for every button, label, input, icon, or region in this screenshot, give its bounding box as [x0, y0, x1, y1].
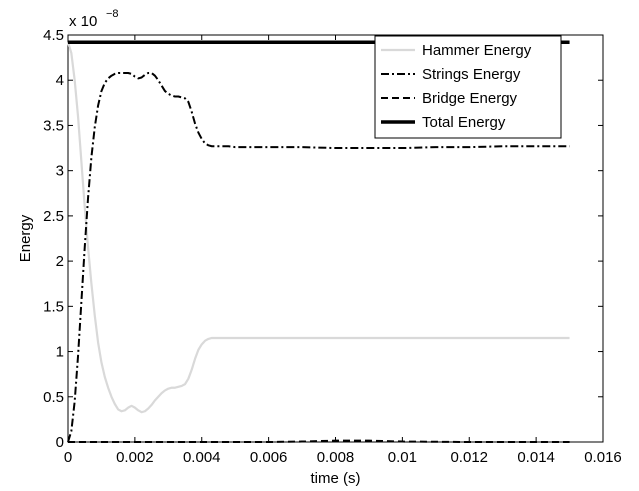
x-tick-label: 0.002	[116, 449, 154, 466]
legend-label: Bridge Energy	[422, 90, 518, 107]
legend-entry: Total Energy	[381, 114, 506, 131]
y-tick-label: 0.5	[43, 389, 64, 406]
y-tick-label: 2	[56, 253, 64, 270]
legend-entry: Hammer Energy	[381, 42, 532, 59]
legend-entry: Strings Energy	[381, 66, 521, 83]
x-tick-label: 0.004	[183, 449, 221, 466]
y-tick-label: 4	[56, 72, 64, 89]
y-tick-label: 3	[56, 163, 64, 180]
y-tick-label: 2.5	[43, 208, 64, 225]
y-axis-label: Energy	[17, 214, 34, 262]
series-line-bridge-energy	[68, 439, 570, 443]
x-tick-label: 0.006	[250, 449, 288, 466]
y-tick-label: 1	[56, 344, 64, 361]
y-exponent-label: x 10 −8	[69, 8, 119, 30]
y-tick-label: 4.5	[43, 27, 64, 44]
x-tick-label: 0.014	[517, 449, 555, 466]
y-tick-label: 3.5	[43, 117, 64, 134]
y-exponent-power: −8	[106, 8, 119, 20]
y-exponent-base: x 10	[69, 13, 97, 30]
series-line-hammer-energy	[66, 41, 570, 414]
x-tick-label: 0	[64, 449, 72, 466]
y-ticks: 0 0.5 1 1.5 2 2.5 3 3.5 4 4.5	[43, 27, 603, 451]
legend: Hammer Energy Strings Energy Bridge Energy…	[374, 35, 562, 139]
y-tick-label: 1.5	[43, 298, 64, 315]
legend-label: Total Energy	[422, 114, 506, 131]
x-axis-label: time (s)	[311, 470, 361, 487]
series-line-strings-energy	[67, 71, 570, 443]
x-tick-label: 0.01	[388, 449, 417, 466]
y-tick-label: 0	[56, 434, 64, 451]
legend-label: Strings Energy	[422, 66, 521, 83]
x-tick-label: 0.012	[450, 449, 488, 466]
legend-entry: Bridge Energy	[381, 90, 518, 107]
x-tick-label: 0.008	[317, 449, 355, 466]
legend-label: Hammer Energy	[422, 42, 532, 59]
x-tick-label: 0.016	[584, 449, 622, 466]
